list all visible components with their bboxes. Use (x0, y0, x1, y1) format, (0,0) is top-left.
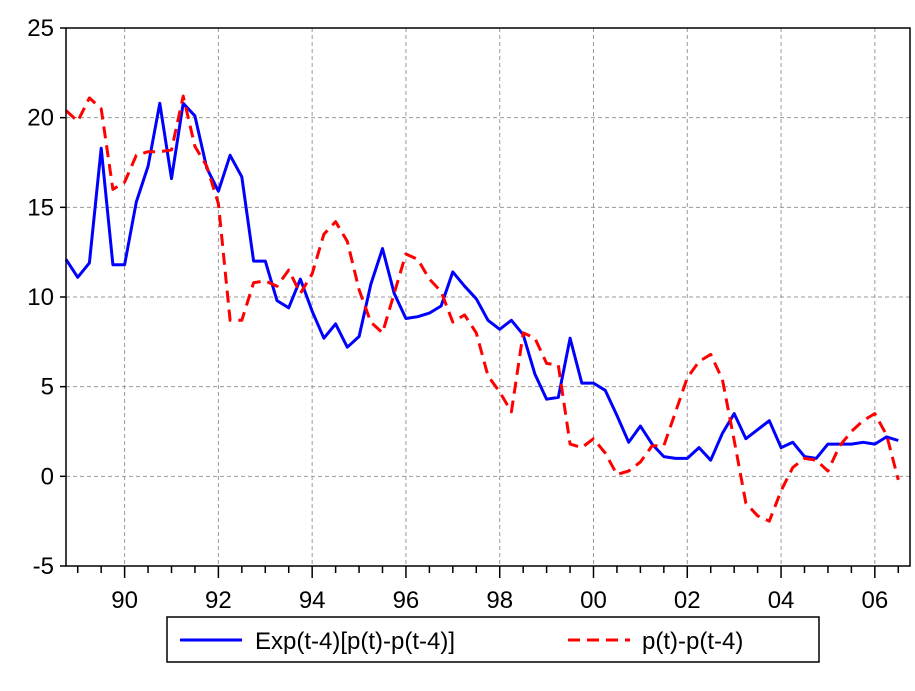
x-tick-label: 02 (674, 587, 701, 614)
y-tick-label: -5 (33, 553, 54, 580)
y-tick-label: 25 (27, 15, 54, 42)
x-tick-label: 94 (299, 587, 326, 614)
y-tick-label: 5 (41, 374, 54, 401)
y-tick-label: 15 (27, 194, 54, 221)
x-tick-label: 04 (768, 587, 795, 614)
plot-area (64, 27, 911, 567)
y-tick-label: 0 (41, 463, 54, 490)
legend-label-inflation: p(t)-p(t-4) (642, 628, 743, 655)
x-tick-label: 90 (111, 587, 138, 614)
y-tick-label: 20 (27, 105, 54, 132)
series-layer (64, 94, 900, 523)
legend: Exp(t-4)[p(t)-p(t-4)] p(t)-p(t-4) (166, 616, 820, 663)
x-tick-label: 96 (393, 587, 420, 614)
series-line-1 (64, 94, 900, 523)
series-line-0 (64, 101, 899, 462)
y-tick-label: 10 (27, 284, 54, 311)
x-tick-label: 98 (486, 587, 513, 614)
x-tick-label: 00 (580, 587, 607, 614)
legend-label-exp: Exp(t-4)[p(t)-p(t-4)] (255, 628, 455, 655)
x-tick-label: 92 (205, 587, 232, 614)
axes: -5 0 5 10 15 20 25 90 92 94 96 98 00 02 04 06 (27, 15, 900, 614)
x-tick-label: 06 (861, 587, 888, 614)
legend-box (166, 616, 820, 663)
grid (66, 28, 910, 566)
